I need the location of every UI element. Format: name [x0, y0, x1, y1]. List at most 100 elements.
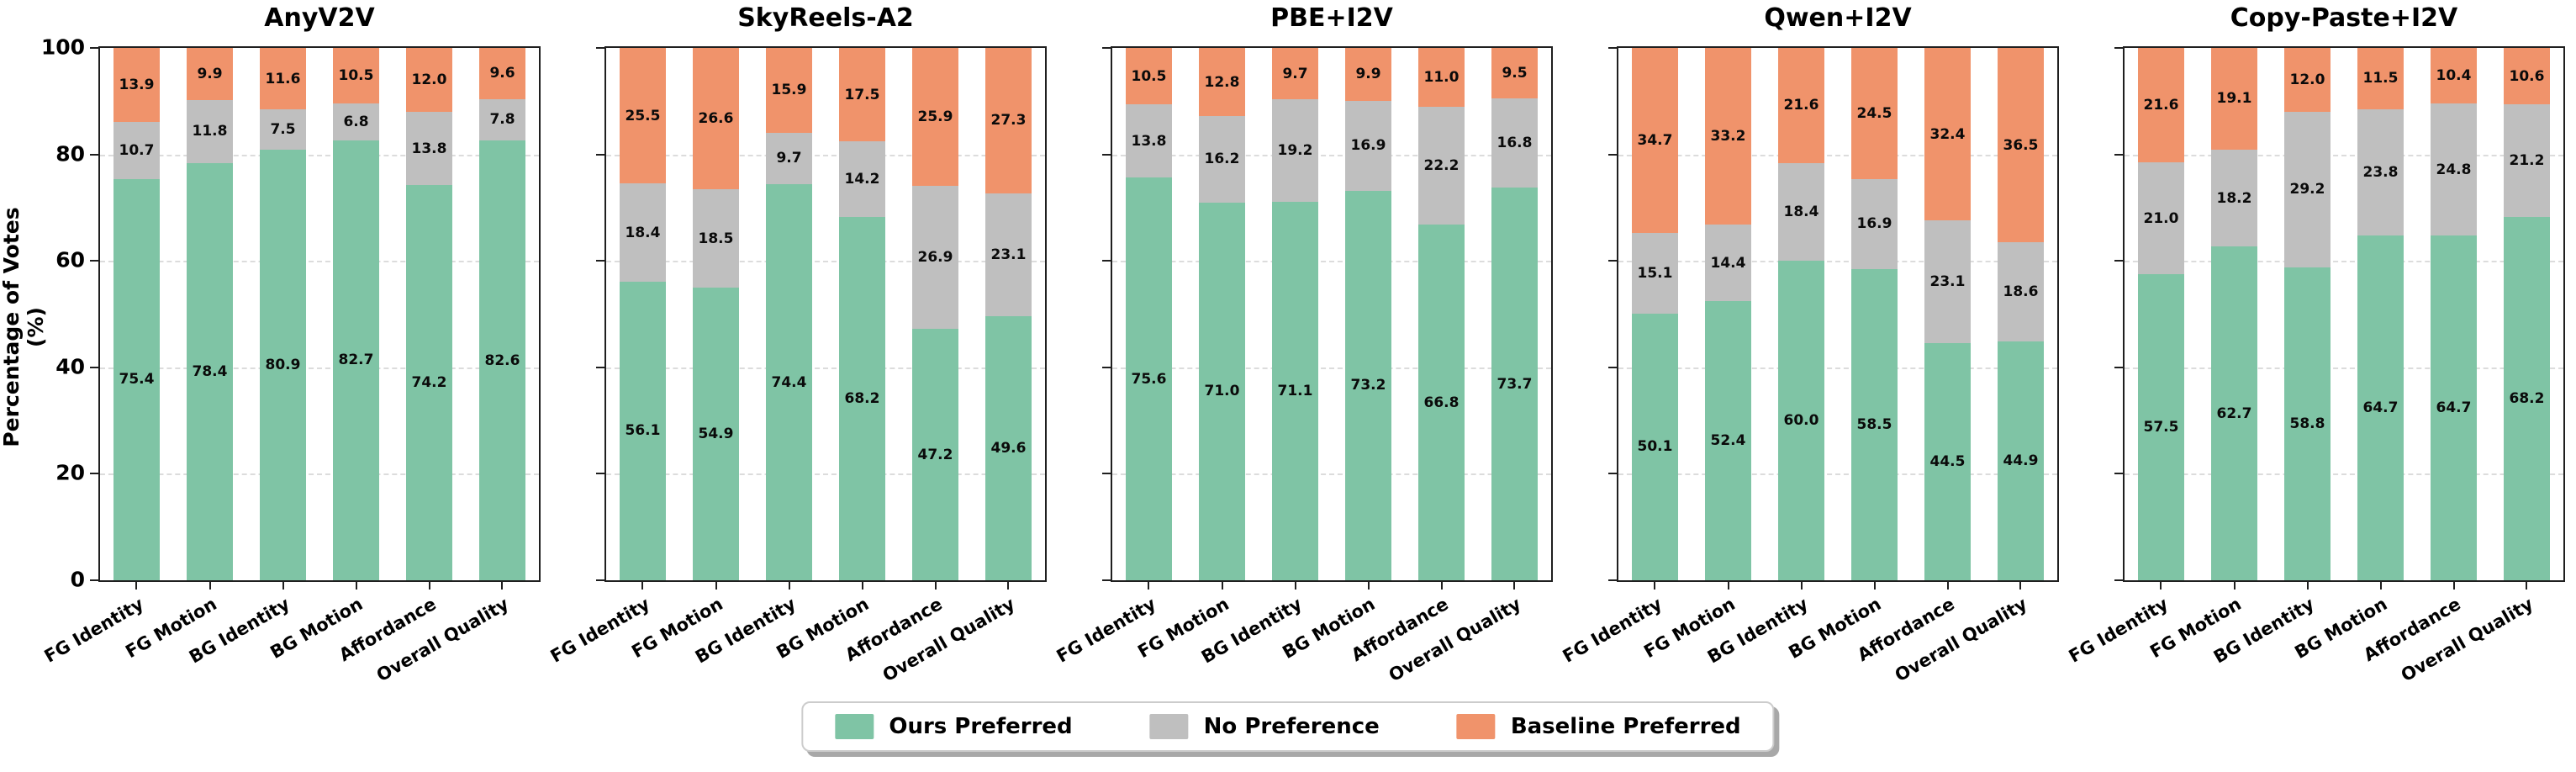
bar-fg-identity: 57.5 21.0 21.6: [2138, 48, 2184, 580]
segment-value-label: 62.7: [2216, 405, 2252, 422]
y-tick-mark: [1102, 579, 1111, 581]
segment-ours-preferred: 82.7: [333, 140, 379, 580]
y-tick-mark: [90, 473, 98, 475]
segment-value-label: 80.9: [265, 356, 301, 373]
segment-value-label: 11.8: [192, 123, 228, 140]
segment-value-label: 9.5: [1502, 65, 1528, 82]
segment-ours-preferred: 47.2: [912, 329, 958, 580]
segment-no-preference: 26.9: [912, 185, 958, 330]
plot-area: 57.5 21.0 21.6 FG Identity 62.7 18.2 19.1 FG Mo…: [2065, 46, 2565, 685]
y-tick-mark: [1102, 260, 1111, 262]
segment-value-label: 7.5: [270, 121, 296, 139]
segment-value-label: 10.4: [2436, 67, 2472, 85]
bar-overall-quality: 44.9 18.6 36.5: [1998, 48, 2044, 580]
segment-value-label: 64.7: [2362, 399, 2399, 417]
segment-ours-preferred: 73.7: [1491, 188, 1538, 580]
x-tick-mark: [1873, 582, 1876, 590]
y-tick-mark: [1102, 153, 1111, 156]
y-tick-mark: [596, 366, 604, 368]
segment-baseline-preferred: 12.8: [1199, 48, 1245, 117]
x-tick-mark: [282, 582, 284, 590]
subplot-copy-paste-i2v: Copy-Paste+I2V 57.5 21.0 21.6 FG Identity 62.…: [2065, 0, 2565, 772]
x-tick-mark: [428, 582, 430, 590]
x-tick-mark: [209, 582, 211, 590]
segment-value-label: 75.4: [119, 371, 155, 389]
segment-ours-preferred: 74.4: [766, 184, 812, 580]
segment-ours-preferred: 75.4: [113, 178, 160, 580]
subplot-title: Copy-Paste+I2V: [2230, 3, 2458, 33]
x-tick-label-overall-quality: Overall Quality: [1892, 594, 2031, 686]
segment-value-label: 19.2: [1277, 142, 1313, 160]
segment-no-preference: 16.2: [1199, 116, 1245, 203]
segment-baseline-preferred: 10.4: [2431, 48, 2477, 104]
segment-ours-preferred: 58.8: [2284, 267, 2331, 580]
x-tick-mark: [2306, 582, 2309, 590]
plot-area: 50.1 15.1 34.7 FG Identity 52.4 14.4 33.2 FG Mo…: [1559, 46, 2059, 685]
segment-no-preference: 13.8: [406, 111, 452, 186]
plot-area: 0 20 40 60 80 100 75.4 10.7 13.9 FG Identity 78.4 1…: [40, 34, 541, 685]
segment-value-label: 73.7: [1497, 375, 1533, 393]
segment-value-label: 11.5: [2362, 70, 2399, 87]
bar-fg-identity: 75.6 13.8 10.5: [1126, 48, 1172, 580]
segment-value-label: 13.8: [1131, 132, 1167, 150]
x-tick-mark: [2452, 582, 2455, 590]
subplot-title: PBE+I2V: [1270, 3, 1393, 33]
segment-no-preference: 18.6: [1998, 242, 2044, 341]
y-tick-mark: [1102, 473, 1111, 475]
segment-value-label: 29.2: [2289, 181, 2325, 198]
segment-value-label: 9.6: [489, 65, 515, 82]
gridline-20: [100, 473, 539, 476]
subplot-qwen-i2v: Qwen+I2V 50.1 15.1 34.7 FG Identity 52.4 14.4 3…: [1559, 0, 2059, 772]
gridline-20: [606, 473, 1045, 476]
y-tick-mark: [2114, 366, 2123, 368]
segment-value-label: 64.7: [2436, 399, 2472, 417]
x-tick-label-overall-quality: Overall Quality: [373, 594, 513, 686]
segment-no-preference: 9.7: [766, 132, 812, 185]
segment-value-label: 10.7: [119, 141, 155, 159]
y-tick-mark: [90, 366, 98, 368]
segment-value-label: 9.9: [197, 66, 223, 83]
legend: Ours Preferred No Preference Baseline Pr…: [801, 701, 1775, 752]
subplot-skyreels-a2: SkyReels-A2 56.1 18.4 25.5 FG Identity 54.9 18…: [546, 0, 1047, 772]
segment-value-label: 16.2: [1204, 151, 1240, 168]
segment-baseline-preferred: 11.0: [1418, 48, 1465, 107]
segment-baseline-preferred: 19.1: [2211, 48, 2257, 150]
segment-value-label: 74.4: [771, 373, 807, 391]
legend-swatch-no-preference: [1149, 714, 1189, 739]
segment-value-label: 13.8: [411, 140, 447, 157]
segment-no-preference: 13.8: [1126, 104, 1172, 178]
segment-value-label: 15.9: [771, 82, 807, 99]
segment-value-label: 33.2: [1710, 128, 1746, 145]
segment-value-label: 49.6: [990, 440, 1027, 457]
segment-ours-preferred: 78.4: [187, 162, 233, 580]
segment-no-preference: 6.8: [333, 103, 379, 140]
y-tick-mark: [1102, 47, 1111, 49]
bar-overall-quality: 68.2 21.2 10.6: [2504, 48, 2550, 580]
y-tick-mark: [90, 260, 98, 262]
y-tick-mark: [90, 153, 98, 156]
bar-fg-motion: 54.9 18.5 26.6: [693, 48, 739, 580]
segment-value-label: 44.5: [1929, 453, 1966, 471]
segment-ours-preferred: 68.2: [2504, 217, 2550, 580]
gridline-60: [2125, 261, 2563, 263]
segment-value-label: 82.6: [484, 352, 520, 369]
y-tick-label: 100: [40, 34, 85, 60]
segment-ours-preferred: 49.6: [985, 316, 1032, 580]
bar-bg-motion: 73.2 16.9 9.9: [1345, 48, 1391, 580]
segment-value-label: 68.2: [2509, 390, 2545, 408]
segment-baseline-preferred: 9.5: [1491, 48, 1538, 99]
segment-value-label: 24.5: [1856, 104, 1892, 122]
y-tick-mark: [596, 473, 604, 475]
gridline-40: [1618, 367, 2057, 369]
x-tick-mark: [2019, 582, 2022, 590]
plot-area: 75.6 13.8 10.5 FG Identity 71.0 16.2 12.8 FG Mo…: [1053, 46, 1553, 685]
legend-item-ours: Ours Preferred: [835, 714, 1073, 739]
y-axis-label: Percentage of Votes (%): [0, 207, 48, 447]
gridline-80: [1112, 154, 1551, 156]
segment-baseline-preferred: 9.9: [1345, 48, 1391, 101]
segment-value-label: 82.7: [338, 352, 374, 369]
segment-no-preference: 23.1: [985, 193, 1032, 317]
segment-baseline-preferred: 25.5: [620, 48, 666, 184]
segment-baseline-preferred: 27.3: [985, 48, 1032, 193]
segment-baseline-preferred: 15.9: [766, 48, 812, 133]
